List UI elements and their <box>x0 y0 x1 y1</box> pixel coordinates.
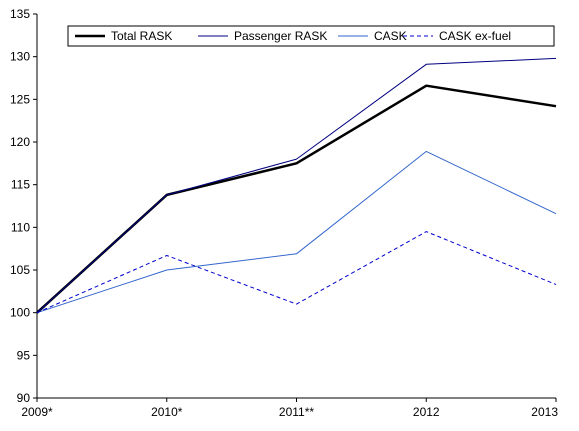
x-tick-label: 2010* <box>151 405 183 419</box>
x-tick-label: 2011** <box>279 405 314 419</box>
legend-label: Passenger RASK <box>234 29 327 43</box>
y-tick-label: 105 <box>10 263 30 277</box>
series-line-passenger-rask <box>36 57 557 314</box>
y-tick-label: 100 <box>10 306 30 320</box>
x-tick-label: 2012 <box>413 405 440 419</box>
x-tick-label: 2009* <box>21 405 53 419</box>
series-lines <box>36 57 557 314</box>
y-tick-label: 130 <box>10 50 30 64</box>
series-line-cask <box>36 150 557 314</box>
legend: Total RASK Passenger RASK CASK CASK ex-fuel <box>67 25 555 47</box>
y-tick-label: 90 <box>17 391 31 405</box>
x-axis: 2009* 2010* 2011** 2012 2013 <box>21 397 558 419</box>
legend-label: CASK ex-fuel <box>439 29 511 43</box>
y-tick-label: 110 <box>11 220 30 234</box>
y-tick-label: 115 <box>11 178 30 192</box>
legend-label: CASK <box>374 29 407 43</box>
y-tick-label: 135 <box>10 7 30 21</box>
y-tick-label: 120 <box>10 135 30 149</box>
x-tick-label: 2013 <box>531 405 558 419</box>
legend-box <box>67 25 555 47</box>
legend-label: Total RASK <box>111 29 172 43</box>
y-tick-label: 95 <box>17 348 31 362</box>
y-tick-label: 125 <box>10 92 30 106</box>
y-axis: 90 95 100 105 110 115 120 125 130 135 <box>10 7 38 405</box>
series-line-cask-ex-fuel <box>36 231 557 314</box>
